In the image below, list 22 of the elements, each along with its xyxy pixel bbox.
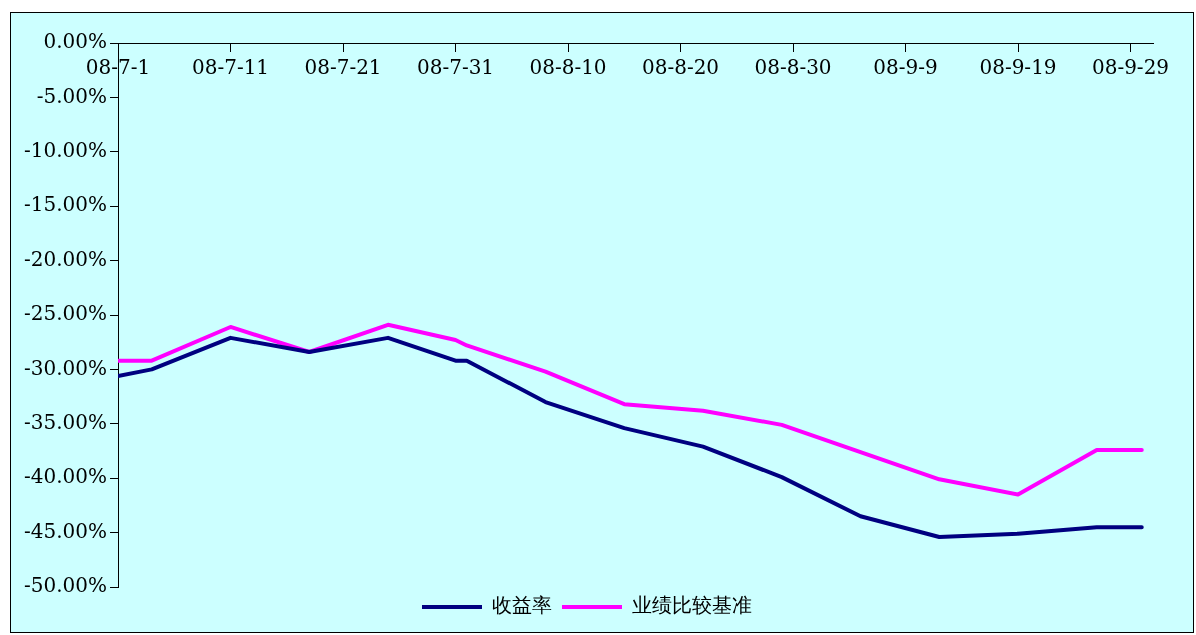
x-tick-label: 08-7-11: [191, 55, 270, 80]
y-tick-label: 0.00%: [43, 29, 108, 54]
y-tick-label: -5.00%: [36, 83, 108, 108]
x-tick-label: 08-7-31: [416, 55, 495, 80]
x-tick-label: 08-8-30: [754, 55, 832, 80]
x-tick-label: 08-9-19: [979, 55, 1057, 80]
y-tick-label: -35.00%: [23, 410, 108, 434]
y-tick-label: -30.00%: [23, 355, 108, 380]
y-tick-label: -45.00%: [23, 518, 108, 543]
y-tick-label: -15.00%: [23, 192, 108, 217]
y-tick-label: -20.00%: [23, 246, 108, 271]
x-tick-label: 08-9-9: [873, 55, 938, 80]
x-tick-label: 08-9-29: [1091, 55, 1170, 80]
legend-label: 收益率: [492, 593, 552, 618]
x-tick-label: 08-7-21: [304, 55, 382, 80]
y-tick-label: -10.00%: [23, 138, 108, 162]
y-tick-label: -25.00%: [23, 301, 108, 326]
y-tick-label: -50.00%: [23, 573, 108, 598]
x-tick-label: 08-8-20: [641, 55, 720, 80]
y-tick-label: -40.00%: [23, 464, 108, 489]
x-tick-label: 08-8-10: [529, 55, 607, 80]
legend-label: 业绩比较基准: [632, 593, 752, 618]
